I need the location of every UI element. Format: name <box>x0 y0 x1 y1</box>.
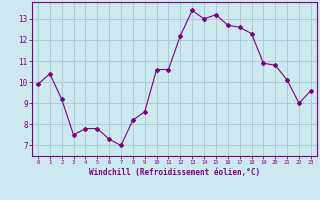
X-axis label: Windchill (Refroidissement éolien,°C): Windchill (Refroidissement éolien,°C) <box>89 168 260 177</box>
